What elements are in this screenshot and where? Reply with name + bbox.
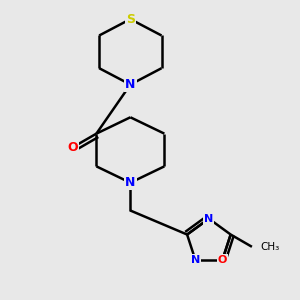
Text: N: N: [204, 214, 214, 224]
Text: O: O: [67, 141, 78, 154]
Text: O: O: [218, 255, 227, 265]
Text: CH₃: CH₃: [260, 242, 279, 252]
Text: N: N: [125, 78, 136, 91]
Text: S: S: [126, 13, 135, 26]
Text: N: N: [191, 255, 200, 265]
Text: N: N: [125, 176, 136, 189]
